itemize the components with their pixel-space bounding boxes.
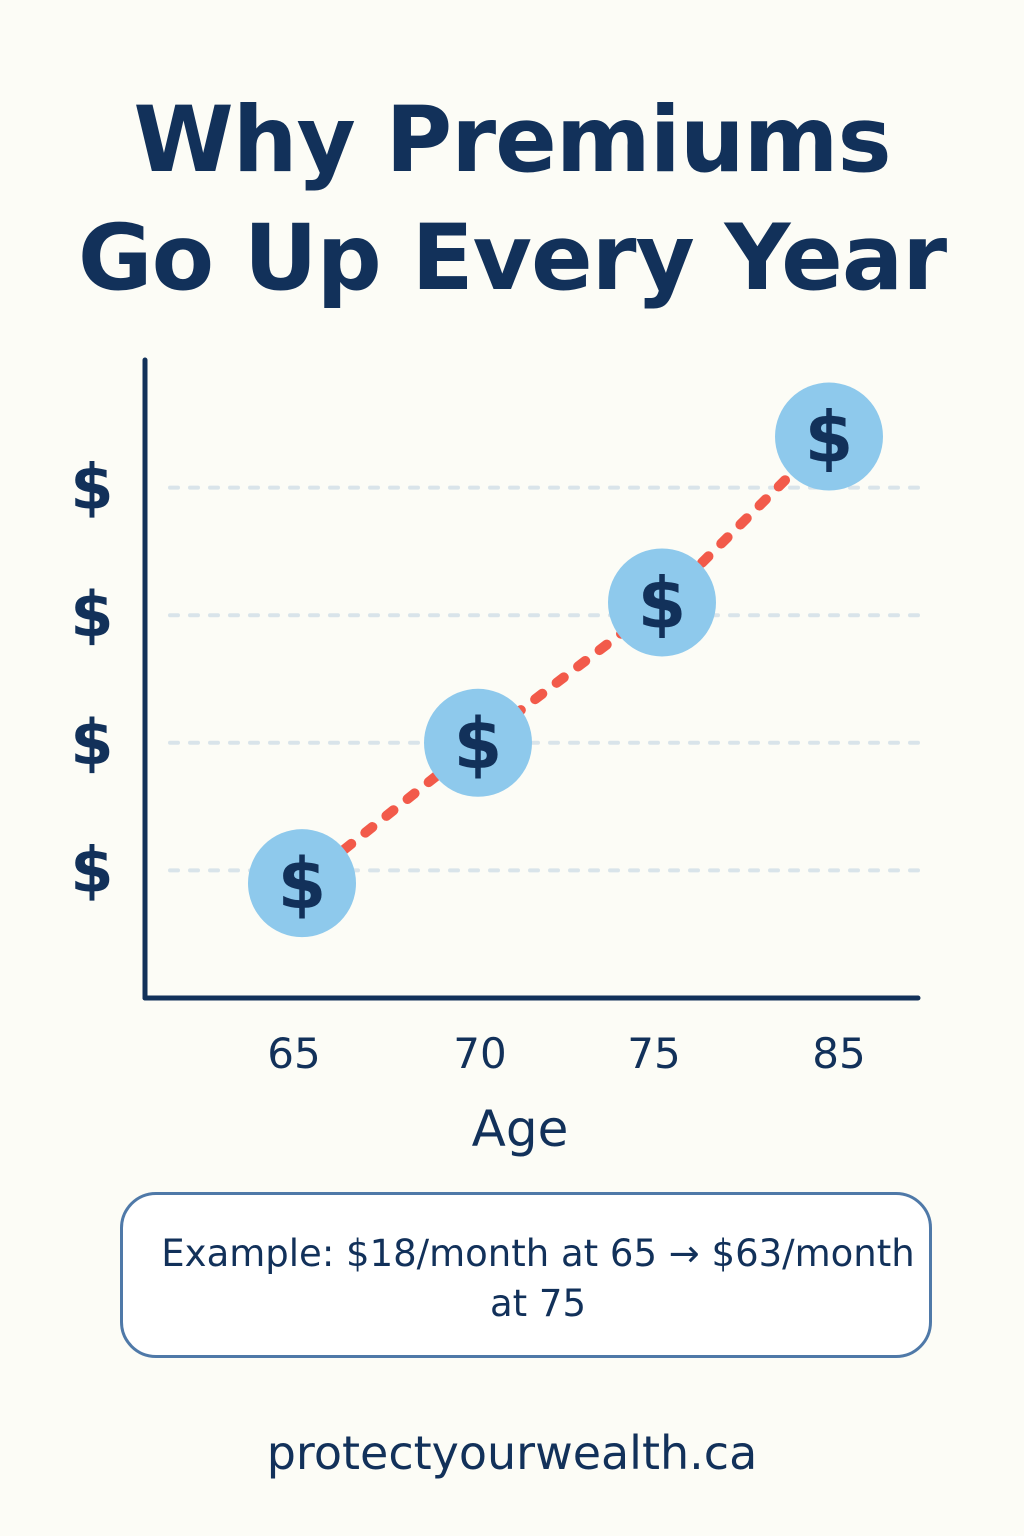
data-point-marker <box>248 829 356 938</box>
data-point-marker <box>775 382 883 491</box>
example-text: Example: $18/month at 65 → $63/month at … <box>161 1232 915 1325</box>
x-tick-label: 70 <box>453 1029 506 1078</box>
axis-labels: $ $ $ $65 70 75 85 Age <box>70 451 865 1158</box>
x-tick-label: 75 <box>627 1029 680 1078</box>
title-line-2: Go Up Every Year <box>77 206 947 311</box>
data-point-label: $ <box>454 703 503 785</box>
grid-lines <box>168 485 920 873</box>
website-footer: protectyourwealth.ca <box>266 1426 758 1480</box>
title-line-1: Why Premiums <box>133 88 891 193</box>
y-tick-label: $ <box>70 451 113 524</box>
y-tick-label: $ <box>70 706 113 779</box>
axes <box>142 357 921 1001</box>
data-point-label: $ <box>638 562 687 644</box>
x-tick-label: 85 <box>812 1029 865 1078</box>
y-tick-label: $ <box>70 578 113 651</box>
series-line-path <box>297 431 834 889</box>
series-line <box>297 431 834 889</box>
example-callout: Example: $18/month at 65 → $63/month at … <box>120 1192 932 1358</box>
data-point-label: $ <box>805 397 854 479</box>
data-point-label: $ <box>278 843 327 925</box>
page-title: Why Premiums Go Up Every Year <box>0 82 1024 318</box>
data-point-marker <box>424 688 532 797</box>
data-point-marker <box>608 548 716 657</box>
data-points: $ $ $ $ <box>248 382 883 938</box>
y-tick-label: $ <box>70 833 113 906</box>
x-tick-label: 65 <box>267 1029 320 1078</box>
x-axis-title: Age <box>472 1100 569 1158</box>
